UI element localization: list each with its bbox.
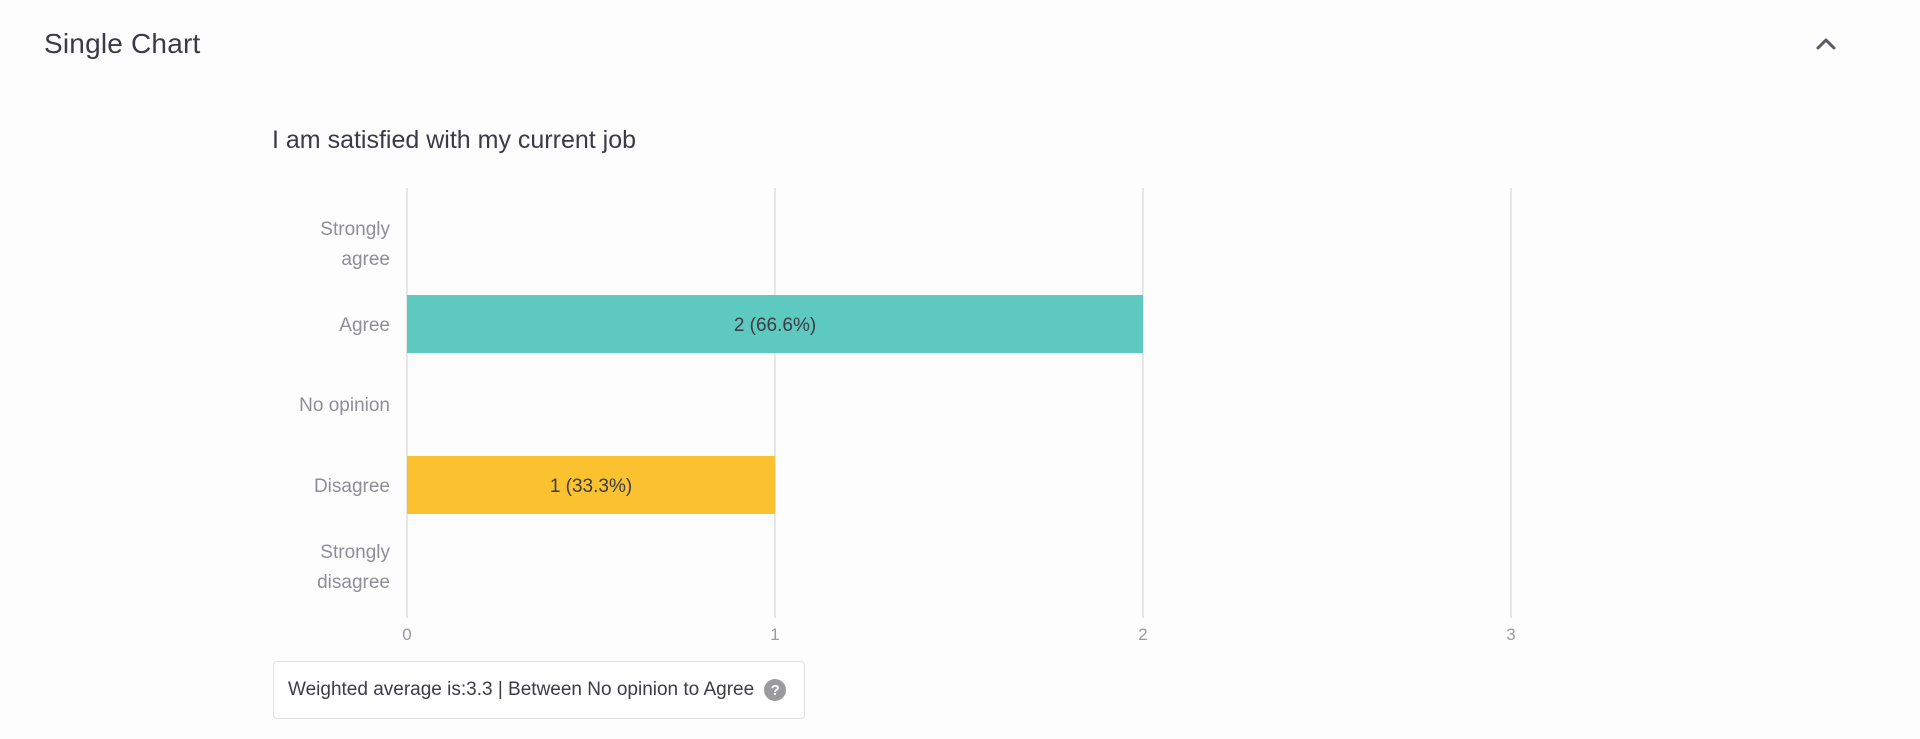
- x-tick-label: 3: [1506, 625, 1515, 644]
- x-tick-label: 2: [1138, 625, 1147, 644]
- bar-chart: 0 1 2 3 2 (66.6%) 1 (33.3%) Strongly agree Agree…: [299, 188, 1516, 644]
- bar-data-label: 2 (66.6%): [734, 315, 816, 336]
- bar: [407, 295, 1143, 353]
- category-label: Disagree: [314, 476, 390, 497]
- bar: [407, 456, 775, 514]
- chart-title: I am satisfied with my current job: [272, 126, 637, 154]
- x-tick-label: 0: [402, 625, 411, 644]
- category-label: Agree: [339, 315, 390, 336]
- category-label: Strongly agree: [320, 219, 390, 270]
- panel-header: Single Chart: [0, 0, 1920, 90]
- category-label: Strongly disagree: [317, 542, 390, 593]
- panel-title: Single Chart: [44, 28, 201, 59]
- help-icon[interactable]: ?: [764, 679, 787, 701]
- bar-data-label: 1 (33.3%): [550, 476, 632, 497]
- chevron-up-icon: [1816, 38, 1836, 50]
- collapse-button[interactable]: [1808, 26, 1844, 62]
- weighted-average-text: Weighted average is:3.3 | Between No opi…: [288, 679, 755, 700]
- category-label: No opinion: [299, 395, 390, 416]
- summary-box: Weighted average is:3.3 | Between No opi…: [273, 661, 806, 719]
- x-tick-label: 1: [770, 625, 779, 644]
